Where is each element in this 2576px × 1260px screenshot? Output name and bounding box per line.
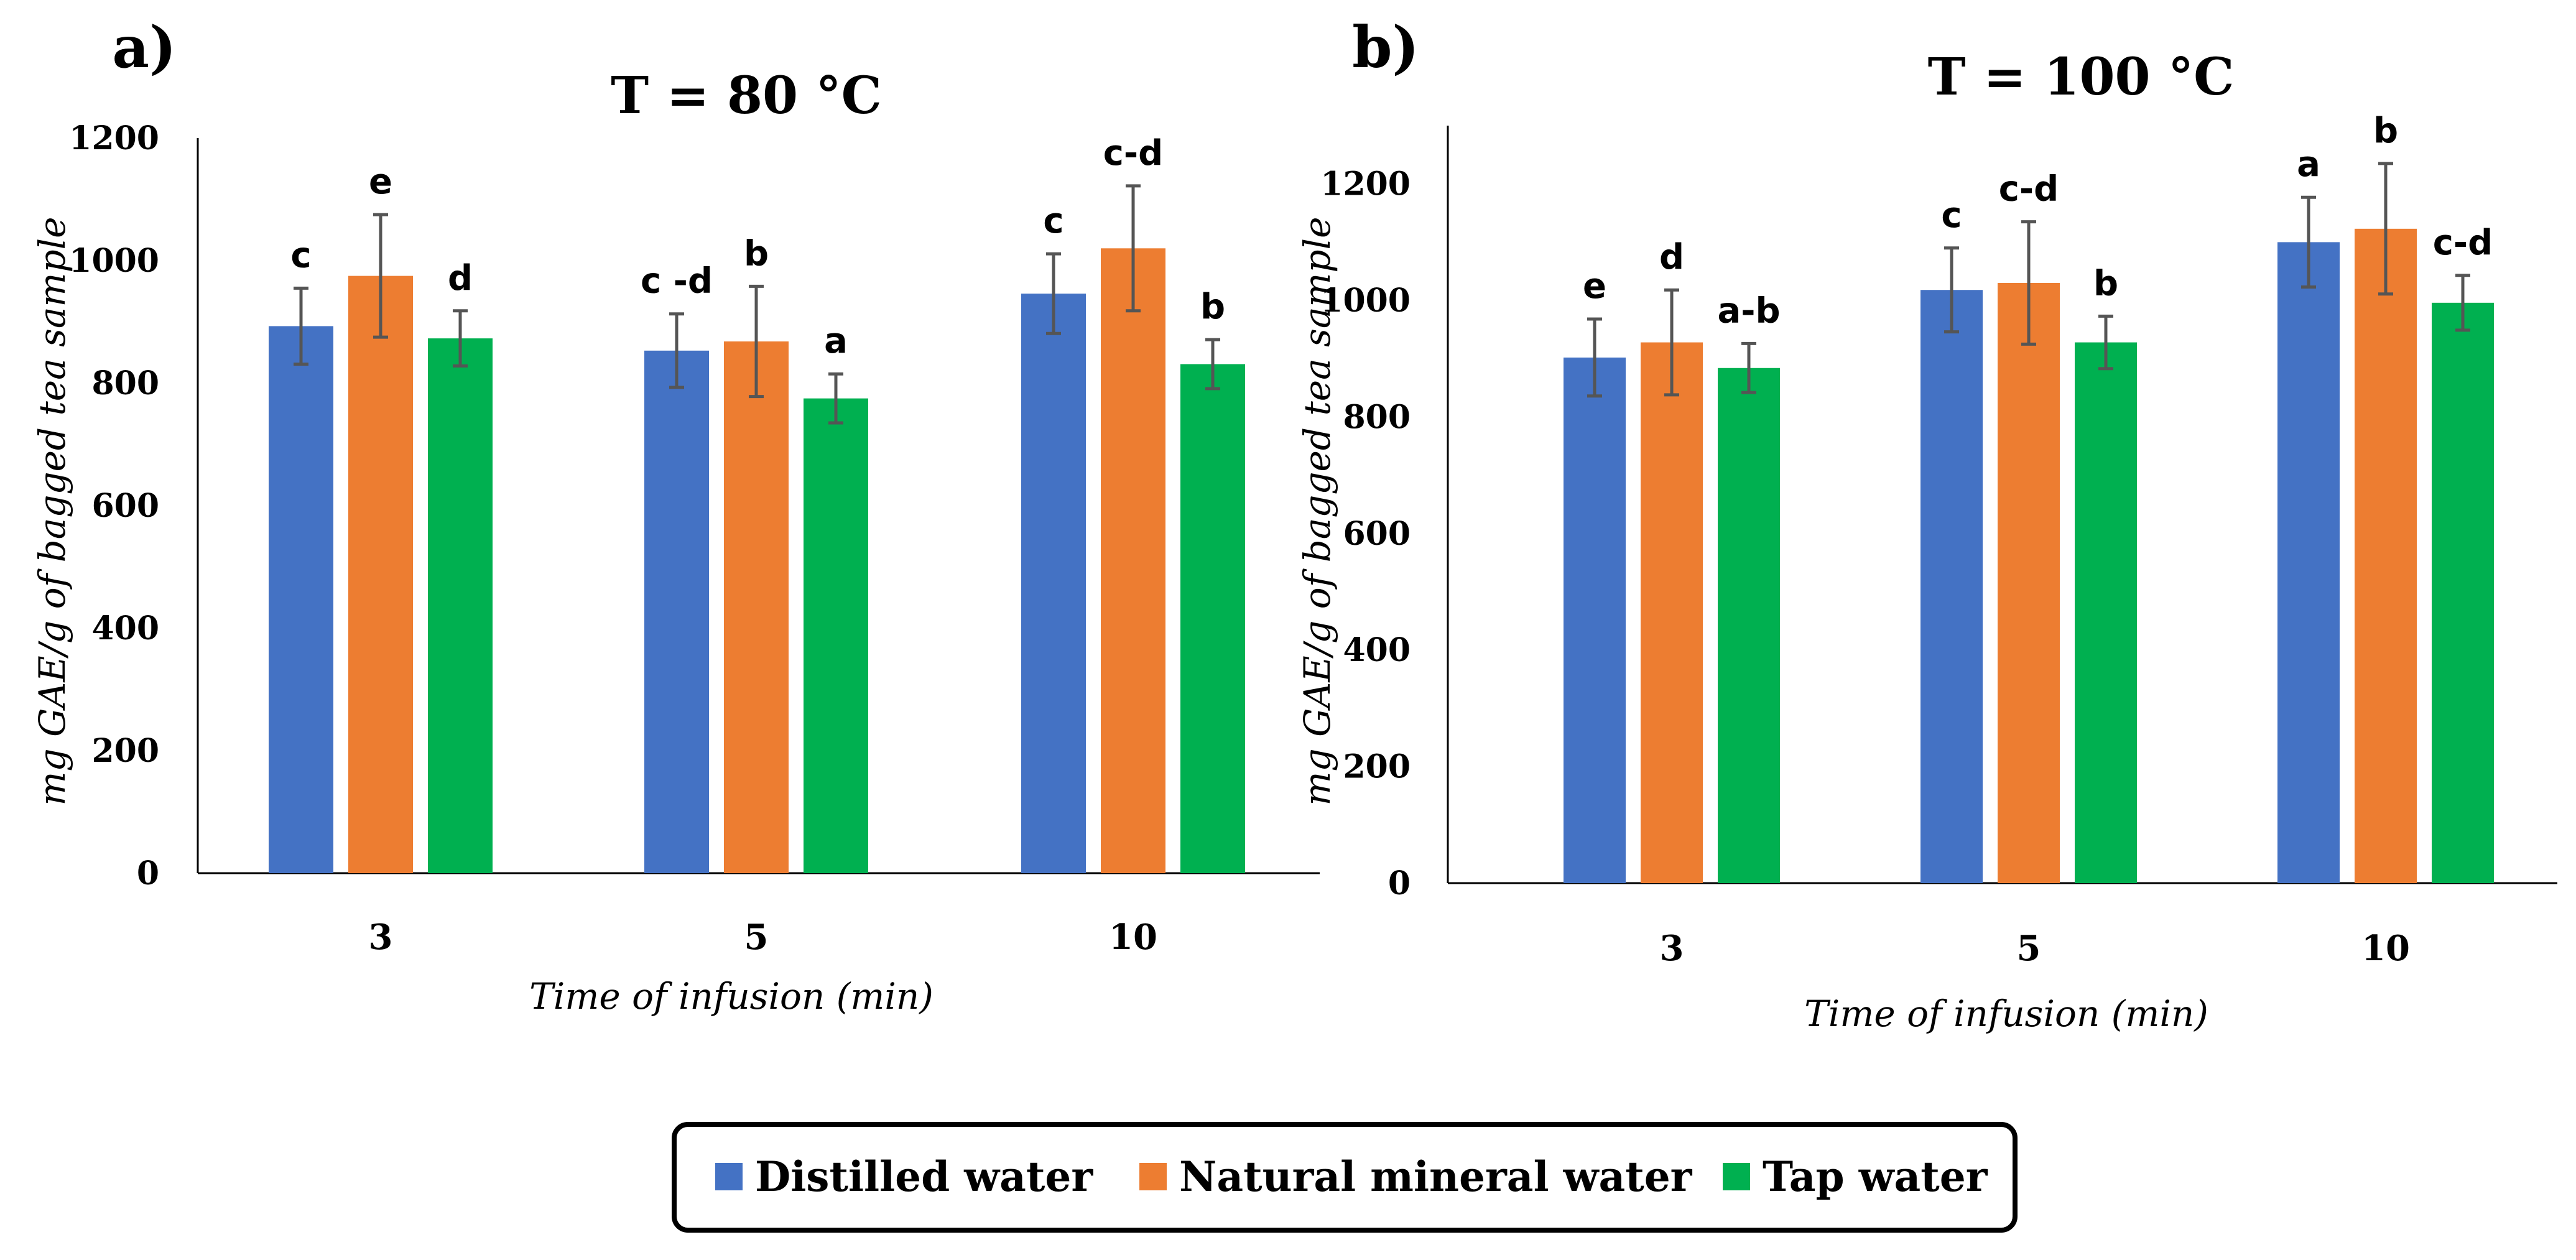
bar-natural-mineral-water [1101,248,1165,873]
significance-label: c [1043,201,1063,241]
bar-tap-water [2432,302,2494,884]
significance-label: c [290,235,311,276]
bar-tap-water [1180,364,1245,873]
significance-label: b [2093,263,2118,303]
panel-label-a: a) [112,14,176,81]
significance-label: c-d [2433,223,2493,263]
x-axis-label: Time of infusion (min) [529,975,934,1017]
significance-label: c-d [1999,169,2059,210]
y-axis-label: mg GAE/g of bagged tea sample [31,217,73,806]
significance-label: a [824,321,848,361]
y-tick-label: 1200 [69,119,159,157]
y-tick-label: 1000 [69,242,159,280]
y-tick-label: 0 [137,855,159,892]
bar-distilled-water [269,326,333,873]
significance-label: e [1583,266,1606,307]
significance-label: b [744,233,769,274]
legend-swatch-mineral [1139,1163,1167,1190]
y-axis-label: mg GAE/g of bagged tea sample [1296,217,1338,806]
significance-label: c [1941,195,1962,236]
significance-label: c -d [641,261,713,302]
y-tick-label: 0 [1388,864,1411,902]
y-tick-label: 400 [1343,631,1411,669]
significance-label: b [2373,111,2398,151]
legend-swatch-distilled [715,1163,743,1190]
chart-title-a: T = 80 °C [611,66,882,126]
chart-title-b: T = 100 °C [1928,47,2235,107]
x-axis-label: Time of infusion (min) [1804,993,2208,1035]
y-tick-label: 200 [1343,748,1411,786]
chart-panel-a: a) T = 80 °C 0 200 400 600 800 1000 1200 3 5 10 Time… [31,14,1320,1017]
legend-swatch-tap [1723,1163,1750,1190]
x-tick-label: 5 [744,917,769,958]
bar-distilled-water [1564,357,1626,883]
legend-label-mineral: Natural mineral water [1179,1152,1693,1201]
y-tick-label: 800 [1343,398,1411,436]
significance-label: c-d [1103,133,1164,174]
x-tick-label: 10 [2361,928,2410,969]
bar-distilled-water [1920,290,1983,884]
bar-natural-mineral-water [2355,228,2417,883]
bar-tap-water [1718,368,1780,883]
significance-label: b [1200,287,1225,327]
significance-label: e [369,162,392,202]
bar-distilled-water [1021,294,1086,873]
bar-tap-water [804,398,868,873]
bar-natural-mineral-water [724,341,789,873]
y-tick-label: 200 [91,732,159,770]
y-tick-label: 600 [91,487,159,525]
significance-label: d [1659,237,1684,277]
bar-natural-mineral-water [348,276,413,873]
bar-tap-water [428,338,493,873]
x-tick-label: 10 [1109,917,1157,958]
y-tick-label: 400 [91,609,159,647]
significance-label: d [448,258,473,299]
legend-border [672,1122,2018,1233]
bar-natural-mineral-water [1641,342,1703,883]
legend: Distilled water Natural mineral water Ta… [672,1122,2018,1233]
x-tick-label: 3 [1660,928,1684,969]
legend-label-tap: Tap water [1763,1152,1988,1201]
bar-distilled-water [644,350,709,873]
x-tick-label: 5 [2017,928,2041,969]
legend-label-distilled: Distilled water [755,1152,1093,1201]
significance-label: a-b [1717,290,1780,331]
y-tick-label: 800 [91,364,159,402]
y-tick-label: 1200 [1320,165,1411,203]
y-tick-label: 1000 [1320,282,1411,320]
panel-label-b: b) [1352,14,1419,81]
chart-panel-b: b) T = 100 °C 0 200 400 600 800 1000 1200 3 5 10 Tim… [1296,14,2557,1035]
bar-tap-water [2075,342,2137,883]
bar-natural-mineral-water [1998,282,2060,883]
bar-distilled-water [2277,242,2340,883]
y-tick-label: 600 [1343,515,1411,553]
x-tick-label: 3 [369,917,393,958]
significance-label: a [2297,144,2320,185]
